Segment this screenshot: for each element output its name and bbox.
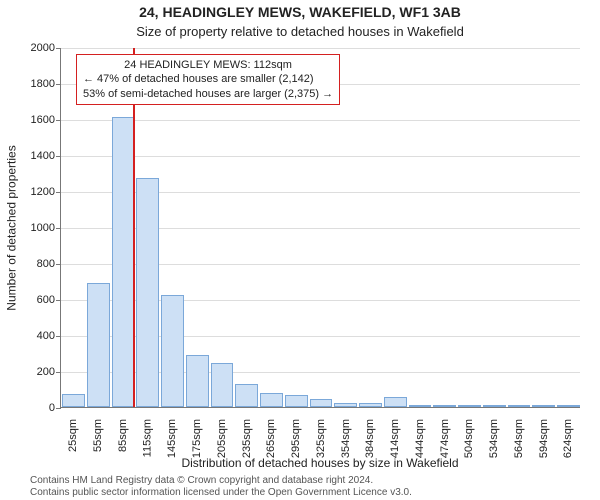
- ytick-label: 600: [37, 294, 55, 306]
- histogram-bar: [186, 355, 209, 407]
- ytick-mark: [56, 372, 61, 373]
- ytick-label: 1400: [31, 150, 55, 162]
- ytick-label: 1200: [31, 186, 55, 198]
- histogram-bar: [161, 295, 184, 407]
- histogram-bar: [211, 363, 234, 407]
- ytick-label: 200: [37, 366, 55, 378]
- xtick-label: 175sqm: [191, 419, 203, 458]
- histogram-bar: [112, 117, 135, 407]
- xtick-label: 624sqm: [563, 419, 575, 458]
- ytick-mark: [56, 408, 61, 409]
- annotation-box: 24 HEADINGLEY MEWS: 112sqm← 47% of detac…: [76, 54, 340, 105]
- ytick-label: 1600: [31, 114, 55, 126]
- ytick-mark: [56, 84, 61, 85]
- xtick-label: 25sqm: [67, 419, 79, 452]
- histogram-bar: [458, 405, 481, 407]
- histogram-bar: [508, 405, 531, 407]
- annotation-line: 53% of semi-detached houses are larger (…: [83, 87, 333, 101]
- histogram-bar: [310, 399, 333, 407]
- xtick-label: 145sqm: [166, 419, 178, 458]
- histogram-bar: [532, 405, 555, 407]
- histogram-bar: [359, 403, 382, 408]
- annotation-line: 24 HEADINGLEY MEWS: 112sqm: [83, 58, 333, 72]
- y-axis-title-container: Number of detached properties: [4, 48, 20, 408]
- x-axis-title: Distribution of detached houses by size …: [60, 456, 580, 470]
- plot-area: 020040060080010001200140016001800200025s…: [60, 48, 580, 408]
- histogram-bar: [384, 397, 407, 407]
- xtick-label: 564sqm: [513, 419, 525, 458]
- histogram-bar: [557, 405, 580, 407]
- ytick-mark: [56, 264, 61, 265]
- footer-line-1: Contains HM Land Registry data © Crown c…: [30, 475, 412, 487]
- xtick-label: 414sqm: [389, 419, 401, 458]
- annotation-line: ← 47% of detached houses are smaller (2,…: [83, 72, 333, 86]
- ytick-label: 400: [37, 330, 55, 342]
- histogram-bar: [235, 384, 258, 407]
- histogram-bar: [87, 283, 110, 407]
- xtick-label: 325sqm: [315, 419, 327, 458]
- xtick-label: 205sqm: [216, 419, 228, 458]
- xtick-label: 594sqm: [538, 419, 550, 458]
- histogram-bar: [260, 393, 283, 407]
- xtick-label: 115sqm: [142, 419, 154, 457]
- histogram-bar: [483, 405, 506, 407]
- ytick-mark: [56, 228, 61, 229]
- ytick-mark: [56, 300, 61, 301]
- y-axis-title: Number of detached properties: [5, 145, 19, 310]
- xtick-label: 235sqm: [241, 419, 253, 458]
- footer: Contains HM Land Registry data © Crown c…: [30, 475, 412, 498]
- ytick-mark: [56, 192, 61, 193]
- xtick-label: 354sqm: [340, 419, 352, 458]
- histogram-bar: [433, 405, 456, 407]
- ytick-mark: [56, 48, 61, 49]
- histogram-bar: [62, 394, 85, 407]
- gridline: [61, 48, 580, 49]
- gridline: [61, 156, 580, 157]
- ytick-label: 0: [49, 402, 55, 414]
- xtick-label: 55sqm: [92, 419, 104, 452]
- xtick-label: 295sqm: [290, 419, 302, 458]
- ytick-label: 2000: [31, 42, 55, 54]
- ytick-label: 1800: [31, 78, 55, 90]
- histogram-bar: [136, 178, 159, 407]
- chart-subtitle: Size of property relative to detached ho…: [0, 24, 600, 39]
- ytick-mark: [56, 120, 61, 121]
- chart-title: 24, HEADINGLEY MEWS, WAKEFIELD, WF1 3AB: [0, 4, 600, 20]
- ytick-mark: [56, 156, 61, 157]
- footer-line-2: Contains public sector information licen…: [30, 487, 412, 499]
- plot-inner: 020040060080010001200140016001800200025s…: [60, 48, 580, 408]
- ytick-mark: [56, 336, 61, 337]
- xtick-label: 534sqm: [488, 419, 500, 458]
- histogram-bar: [334, 403, 357, 408]
- xtick-label: 85sqm: [117, 419, 129, 452]
- ytick-label: 800: [37, 258, 55, 270]
- xtick-label: 474sqm: [439, 419, 451, 458]
- histogram-bar: [409, 405, 432, 407]
- gridline: [61, 120, 580, 121]
- xtick-label: 265sqm: [265, 419, 277, 458]
- histogram-bar: [285, 395, 308, 407]
- xtick-label: 504sqm: [464, 419, 476, 458]
- xtick-label: 384sqm: [365, 419, 377, 458]
- ytick-label: 1000: [31, 222, 55, 234]
- xtick-label: 444sqm: [414, 419, 426, 458]
